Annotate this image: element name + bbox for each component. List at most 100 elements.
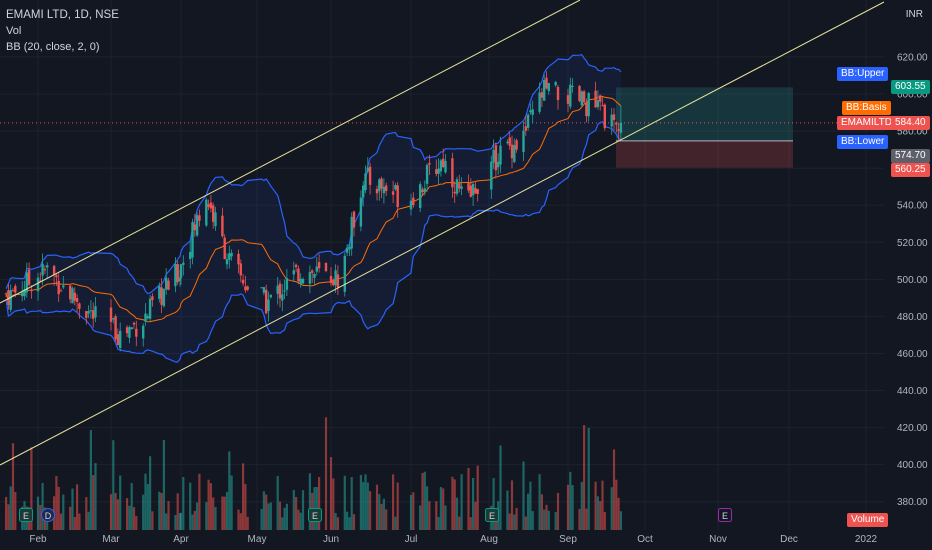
bb-basis-line xyxy=(5,95,622,323)
candle-body xyxy=(4,293,8,295)
candle-body xyxy=(212,205,215,222)
volume-bar xyxy=(239,513,242,530)
volume-bar xyxy=(359,474,362,530)
channel-lower-line[interactable] xyxy=(0,1,885,466)
candle-body xyxy=(580,91,583,106)
candle-body xyxy=(409,200,413,210)
candle-body xyxy=(385,185,388,191)
volume-bar xyxy=(114,493,117,530)
earnings-marker[interactable] xyxy=(19,508,33,522)
candle-body xyxy=(364,173,367,190)
candle-body xyxy=(419,184,422,208)
volume-bar xyxy=(285,503,288,530)
candle-body xyxy=(596,100,600,107)
volume-bar xyxy=(492,478,495,530)
candle-body xyxy=(348,246,351,250)
candle-body xyxy=(556,87,560,100)
volume-bar xyxy=(221,496,224,530)
bb-upper-line xyxy=(5,54,622,295)
volume-bar xyxy=(162,439,165,530)
profit-zone[interactable] xyxy=(616,87,793,141)
volume-bar xyxy=(460,474,463,530)
candle-body xyxy=(547,83,550,92)
volume-bar xyxy=(394,516,397,530)
volume-bar xyxy=(151,511,154,530)
time-axis[interactable]: Feb Mar Apr May Jun Jul Aug Sep Oct Nov Dec 2022 xyxy=(0,530,932,550)
candle-body xyxy=(350,216,353,249)
volume-bar xyxy=(242,463,245,530)
volume-bar xyxy=(189,482,192,530)
volume-bar xyxy=(531,511,534,530)
candle-body xyxy=(132,322,136,325)
volume-bar xyxy=(85,497,88,530)
candle-body xyxy=(594,90,597,108)
candle-body xyxy=(329,276,333,284)
volume-bar xyxy=(94,463,97,530)
candle-body xyxy=(538,92,541,112)
candle-body xyxy=(14,286,17,293)
price-tick-label: 500.00 xyxy=(897,275,928,286)
volume-bar xyxy=(214,507,217,530)
candle-body xyxy=(366,167,369,172)
earnings-marker[interactable] xyxy=(308,508,322,522)
candle-body xyxy=(308,272,312,284)
candle-body xyxy=(94,306,97,318)
candle-body xyxy=(352,211,356,228)
volume-bar xyxy=(453,479,456,530)
loss-zone[interactable] xyxy=(616,140,793,168)
candle-body xyxy=(146,316,149,319)
volume-bar xyxy=(299,512,302,530)
volume-bar xyxy=(207,479,210,530)
candle-body xyxy=(39,280,42,282)
bollinger-indicator-label[interactable]: BB (20, close, 2, 0) xyxy=(6,41,100,53)
volume-bar xyxy=(281,517,284,530)
candle-body xyxy=(324,262,328,272)
volume-bar xyxy=(126,498,129,530)
volume-bar xyxy=(149,456,152,530)
time-tick-label: Aug xyxy=(480,534,498,545)
candle-body xyxy=(423,188,426,193)
candle-body xyxy=(223,237,226,260)
candle-body xyxy=(359,197,363,227)
volume-bar xyxy=(423,471,426,530)
candle-body xyxy=(179,264,183,278)
volume-bar xyxy=(165,513,168,530)
volume-bar xyxy=(510,480,514,530)
volume-bar xyxy=(336,517,339,530)
time-axis-bg xyxy=(0,530,932,550)
currency-label[interactable]: INR xyxy=(905,9,923,20)
price-tick-label: 420.00 xyxy=(897,423,928,434)
volume-bar xyxy=(547,510,550,530)
candle-body xyxy=(283,290,286,292)
candle-body xyxy=(332,279,335,286)
candle-body xyxy=(221,215,224,237)
price-tick-label: 620.00 xyxy=(897,52,928,63)
volume-bar xyxy=(223,496,226,530)
volume-bar xyxy=(308,473,311,530)
trend-channel[interactable] xyxy=(0,0,885,466)
volume-bar xyxy=(182,477,185,530)
dividend-marker[interactable] xyxy=(41,508,55,522)
candle-body xyxy=(11,290,15,292)
candle-body xyxy=(554,82,557,86)
candle-body xyxy=(237,253,240,265)
volume-bar xyxy=(444,505,447,530)
volume-bar xyxy=(112,440,115,530)
volume-bar xyxy=(578,509,581,530)
volume-bar xyxy=(87,511,90,530)
channel-upper-line[interactable] xyxy=(0,0,581,304)
earnings-marker-letter: E xyxy=(23,511,29,521)
volume-bar xyxy=(132,507,136,530)
upcoming-earnings-marker[interactable] xyxy=(718,508,732,522)
volume-bar xyxy=(554,511,557,530)
earnings-marker[interactable] xyxy=(485,508,499,522)
volume-bar xyxy=(540,494,543,530)
volume-bar xyxy=(556,493,560,530)
volume-bar xyxy=(179,512,183,530)
volume-bar xyxy=(228,451,231,530)
volume-bar xyxy=(262,491,265,530)
volume-bar xyxy=(348,517,351,530)
volume-indicator-label[interactable]: Vol xyxy=(6,25,22,37)
